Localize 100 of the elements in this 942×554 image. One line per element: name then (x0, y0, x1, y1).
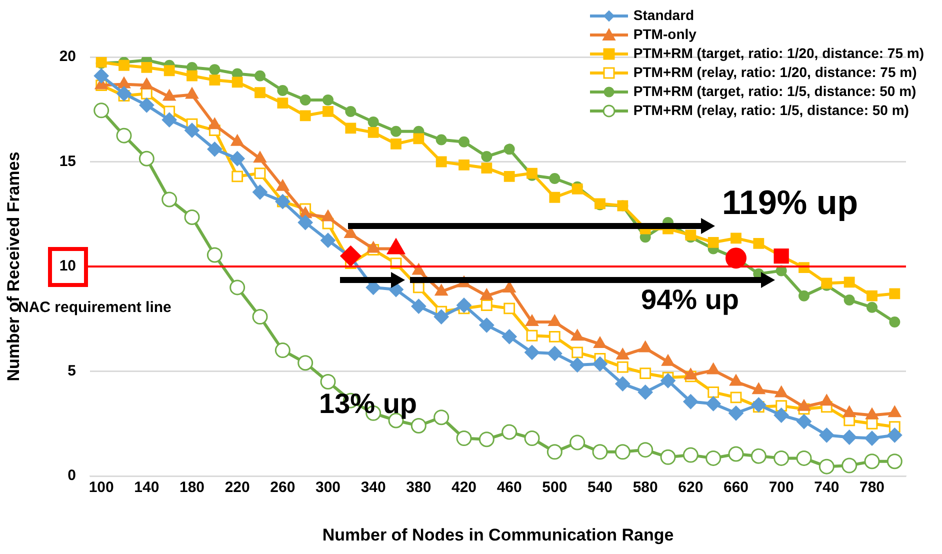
point (164, 65, 175, 76)
point (526, 330, 538, 342)
x-tick-label: 500 (542, 479, 568, 496)
point (162, 192, 178, 208)
point (774, 248, 789, 264)
point (866, 418, 878, 430)
point (411, 298, 426, 314)
point (232, 76, 243, 88)
point (889, 288, 900, 300)
point (547, 346, 562, 361)
point (708, 236, 719, 248)
point (184, 122, 200, 138)
point (340, 246, 362, 267)
x-tick-label: 580 (632, 479, 658, 496)
point (818, 458, 834, 474)
annotation: 94% up (641, 284, 740, 316)
point (436, 134, 447, 146)
point (638, 442, 654, 458)
point (548, 330, 560, 342)
point (277, 85, 288, 96)
point (94, 68, 109, 84)
point (390, 126, 402, 137)
x-axis-title: Number of Nodes in Communication Range (322, 525, 674, 544)
x-tick-label: 540 (587, 479, 613, 496)
x-tick-label: 780 (859, 479, 885, 496)
y-tick-label: 0 (68, 467, 76, 484)
point (706, 396, 721, 412)
point (184, 210, 200, 226)
point (116, 128, 132, 144)
point (252, 184, 268, 200)
point (504, 144, 515, 155)
point (572, 346, 584, 358)
point (730, 232, 742, 244)
point (866, 290, 878, 302)
point (549, 192, 560, 203)
point (592, 444, 608, 460)
point (456, 430, 472, 446)
x-tick-label: 180 (179, 479, 205, 496)
x-tick-label: 740 (814, 479, 840, 496)
legend-label: PTM+RM (target, ratio: 1/5, distance: 50 m) (633, 82, 916, 101)
point (320, 374, 336, 390)
point (842, 430, 857, 445)
point (616, 361, 628, 373)
point (614, 444, 630, 460)
point (864, 430, 880, 446)
point (118, 60, 130, 71)
point (480, 300, 492, 311)
point (708, 386, 720, 398)
x-tick-label: 100 (88, 479, 114, 496)
point (458, 136, 470, 148)
point (345, 122, 356, 134)
point (481, 162, 492, 174)
point (592, 356, 608, 372)
legend-label: PTM+RM (target, ratio: 1/20, distance: 75 m) (633, 44, 924, 63)
point (753, 238, 764, 249)
x-tick-label: 140 (134, 479, 160, 496)
point (368, 126, 379, 138)
point (230, 280, 246, 296)
annotation: 119% up (722, 184, 858, 222)
point (864, 454, 880, 470)
y-tick-label: 10 (59, 258, 76, 275)
x-tick-label: 700 (768, 479, 794, 496)
point (887, 428, 902, 443)
point (774, 408, 789, 423)
x-tick-label: 460 (496, 479, 522, 496)
point (502, 424, 518, 440)
point (94, 102, 110, 118)
legend-label: PTM-only (633, 25, 696, 44)
point (842, 458, 858, 474)
point (209, 64, 220, 76)
point (298, 215, 313, 230)
point (254, 168, 266, 179)
point (549, 173, 560, 184)
point (209, 74, 220, 86)
point (252, 309, 268, 325)
point (774, 450, 790, 466)
point (750, 448, 766, 464)
point (546, 444, 562, 460)
point (345, 106, 356, 117)
point (682, 447, 698, 463)
point (683, 394, 698, 410)
x-tick-label: 300 (315, 479, 341, 496)
x-tick-label: 420 (451, 479, 477, 496)
point (886, 454, 902, 470)
point (640, 368, 652, 380)
point (162, 112, 177, 128)
point (866, 302, 878, 313)
x-tick-label: 220 (224, 479, 250, 496)
point (458, 159, 470, 170)
point (410, 418, 426, 434)
point (320, 232, 336, 248)
y-tick-label: 15 (59, 152, 76, 170)
point (434, 410, 450, 426)
point (572, 184, 583, 194)
y-tick-label: 5 (68, 362, 76, 380)
point (141, 62, 152, 73)
point (796, 450, 812, 466)
x-tick-label: 380 (406, 479, 432, 496)
point (254, 70, 266, 82)
point (274, 342, 290, 358)
